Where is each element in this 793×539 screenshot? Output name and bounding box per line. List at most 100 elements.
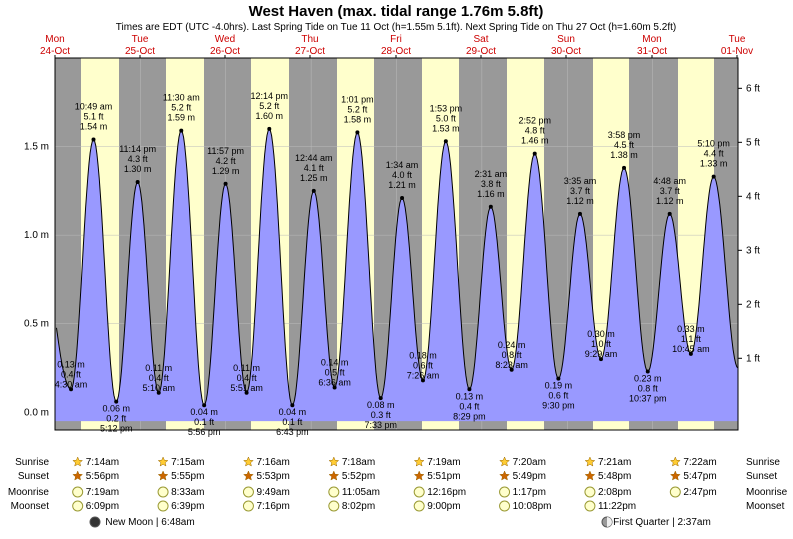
- moonset-time: 11:22pm: [598, 501, 636, 512]
- moonset-time: 10:08pm: [513, 501, 552, 512]
- moonset-time: 6:09pm: [86, 501, 119, 512]
- moon-icon: [329, 501, 339, 511]
- tide-point: [136, 180, 140, 184]
- tide-m: 0.11 m: [233, 363, 260, 373]
- tide-point: [668, 212, 672, 216]
- sunrise-time: 7:20am: [513, 457, 546, 468]
- moonset-time: 8:02pm: [342, 501, 375, 512]
- tide-m: 0.13 m: [57, 359, 85, 369]
- tide-ft: 1.0 ft: [591, 339, 612, 349]
- tide-point: [312, 189, 316, 193]
- tide-time: 8:29 pm: [453, 411, 486, 421]
- tide-ft: 3.7 ft: [660, 186, 681, 196]
- tide-ft: 4.3 ft: [128, 154, 149, 164]
- moonrise-time: 8:33am: [171, 487, 204, 498]
- day-dow: Sat: [473, 34, 488, 45]
- moon-icon: [73, 501, 83, 511]
- tide-ft: 4.5 ft: [614, 140, 635, 150]
- y-right-tick: 3 ft: [746, 245, 760, 256]
- tide-ft: 0.1 ft: [194, 417, 215, 427]
- day-dow: Wed: [215, 34, 235, 45]
- sunrise-time: 7:21am: [598, 457, 631, 468]
- sunset-time: 5:48pm: [598, 471, 631, 482]
- moon-icon: [414, 487, 424, 497]
- y-right-tick: 6 ft: [746, 83, 760, 94]
- tide-ft: 0.6 ft: [413, 360, 434, 370]
- moonrise-time: 2:08pm: [598, 487, 631, 498]
- tide-time: 11:14 pm: [119, 144, 156, 154]
- moonrise-time: 2:47pm: [683, 487, 716, 498]
- sunrise-label-right: Sunrise: [746, 457, 780, 468]
- sunset-time: 5:49pm: [513, 471, 546, 482]
- moon-phase-label: First Quarter | 2:37am: [613, 517, 711, 528]
- sunrise-time: 7:15am: [171, 457, 204, 468]
- moonset-label-right: Moonset: [746, 501, 785, 512]
- tide-ft: 5.2 ft: [259, 101, 280, 111]
- tide-time: 1:53 pm: [430, 103, 463, 113]
- tide-ft: 4.8 ft: [525, 126, 546, 136]
- tide-m: 1.12 m: [656, 196, 684, 206]
- tide-time: 6:43 pm: [276, 427, 309, 437]
- tide-ft: 4.4 ft: [704, 149, 725, 159]
- day-dow: Fri: [390, 34, 402, 45]
- sunset-time: 5:47pm: [683, 471, 716, 482]
- tide-ft: 0.8 ft: [502, 350, 523, 360]
- tide-point: [444, 139, 448, 143]
- moon-icon: [585, 487, 595, 497]
- day-dow: Sun: [557, 34, 575, 45]
- moonset-time: 9:00pm: [427, 501, 460, 512]
- tide-time: 5:56 pm: [188, 427, 221, 437]
- day-dow: Mon: [45, 34, 64, 45]
- moonrise-time: 11:05am: [342, 487, 380, 498]
- tide-chart-svg: West Haven (max. tidal range 1.76m 5.8ft…: [0, 0, 793, 539]
- tide-time: 5:12 pm: [100, 424, 133, 434]
- tide-time: 10:49 am: [75, 101, 113, 111]
- y-right-tick: 1 ft: [746, 353, 760, 364]
- tide-ft: 5.1 ft: [83, 111, 104, 121]
- tide-m: 1.38 m: [610, 150, 638, 160]
- tide-m: 0.04 m: [190, 407, 218, 417]
- day-dow: Tue: [729, 34, 746, 45]
- tide-ft: 0.5 ft: [325, 367, 346, 377]
- tide-time: 5:10 pm: [697, 139, 730, 149]
- moon-icon: [500, 487, 510, 497]
- tide-ft: 0.4 ft: [237, 373, 258, 383]
- tide-time: 11:30 am: [163, 93, 200, 103]
- tide-ft: 4.0 ft: [392, 170, 413, 180]
- tide-m: 1.46 m: [521, 136, 549, 146]
- moon-icon: [73, 487, 83, 497]
- tide-time: 12:44 am: [295, 153, 333, 163]
- y-right-tick: 2 ft: [746, 299, 760, 310]
- moonset-label-left: Moonset: [11, 501, 50, 512]
- y-left-tick: 0.0 m: [24, 407, 49, 418]
- moon-icon: [414, 501, 424, 511]
- tide-m: 1.16 m: [477, 189, 505, 199]
- tide-ft: 0.2 ft: [106, 414, 127, 424]
- moon-icon: [500, 501, 510, 511]
- tide-m: 0.33 m: [677, 324, 705, 334]
- tide-point: [224, 182, 228, 186]
- moonrise-time: 12:16pm: [427, 487, 466, 498]
- chart-title: West Haven (max. tidal range 1.76m 5.8ft…: [249, 3, 544, 20]
- tide-m: 1.25 m: [300, 173, 328, 183]
- moon-phase-icon: [90, 517, 100, 527]
- tide-point: [712, 175, 716, 179]
- tide-time: 9:29 am: [585, 349, 618, 359]
- tide-time: 8:23 am: [495, 360, 528, 370]
- moonrise-time: 1:17pm: [513, 487, 546, 498]
- tide-time: 9:30 pm: [542, 401, 575, 411]
- tide-time: 4:30 am: [55, 379, 88, 389]
- moonrise-label-left: Moonrise: [8, 487, 50, 498]
- tide-time: 3:35 am: [564, 176, 597, 186]
- tide-m: 0.13 m: [456, 391, 484, 401]
- tide-time: 11:57 pm: [207, 146, 244, 156]
- tide-m: 1.59 m: [168, 113, 196, 123]
- day-dow: Mon: [642, 34, 661, 45]
- tide-ft: 5.0 ft: [436, 113, 457, 123]
- tide-ft: 0.4 ft: [459, 401, 480, 411]
- tide-time: 6:36 am: [318, 377, 351, 387]
- tide-ft: 3.7 ft: [570, 186, 591, 196]
- tide-m: 1.54 m: [80, 121, 108, 131]
- tide-ft: 0.1 ft: [282, 417, 303, 427]
- sunrise-time: 7:22am: [683, 457, 716, 468]
